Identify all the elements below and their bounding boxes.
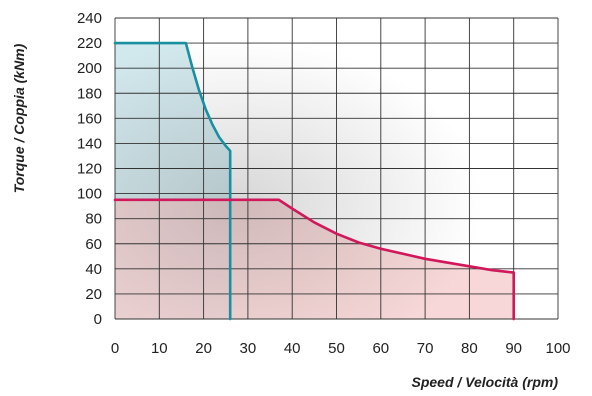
y-axis-title: Torque / Coppia (kNm) xyxy=(11,43,27,193)
y-tick-label: 160 xyxy=(77,110,102,127)
x-tick-label: 10 xyxy=(151,340,168,357)
y-tick-label: 180 xyxy=(77,85,102,102)
y-tick-label: 80 xyxy=(85,211,102,228)
x-tick-labels: 0 10 20 30 40 50 60 70 80 90 100 xyxy=(111,340,571,357)
x-tick-label: 40 xyxy=(284,340,301,357)
y-tick-label: 100 xyxy=(77,186,102,203)
y-tick-label: 120 xyxy=(77,161,102,178)
y-tick-label: 140 xyxy=(77,135,102,152)
y-tick-label: 240 xyxy=(77,10,102,27)
y-tick-label: 20 xyxy=(85,286,102,303)
x-tick-label: 80 xyxy=(461,340,478,357)
x-tick-label: 50 xyxy=(328,340,345,357)
x-tick-label: 20 xyxy=(195,340,212,357)
y-tick-label: 40 xyxy=(85,261,102,278)
y-tick-label: 220 xyxy=(77,35,102,52)
series-lines xyxy=(113,41,516,321)
y-tick-label: 60 xyxy=(85,236,102,253)
y-tick-label: 0 xyxy=(94,311,102,328)
x-tick-label: 90 xyxy=(505,340,522,357)
grid-lines xyxy=(114,17,559,320)
x-tick-label: 70 xyxy=(417,340,434,357)
x-tick-label: 60 xyxy=(372,340,389,357)
y-tick-labels: 0 20 40 60 80 100 120 140 160 180 200 220 240 xyxy=(77,10,102,328)
y-tick-label: 200 xyxy=(77,60,102,77)
x-tick-label: 100 xyxy=(545,340,570,357)
x-tick-label: 30 xyxy=(240,340,257,357)
series-1-line xyxy=(113,41,232,321)
x-tick-label: 0 xyxy=(111,340,119,357)
series-2-line xyxy=(113,198,516,321)
x-axis-title: Speed / Velocità (rpm) xyxy=(411,374,558,390)
